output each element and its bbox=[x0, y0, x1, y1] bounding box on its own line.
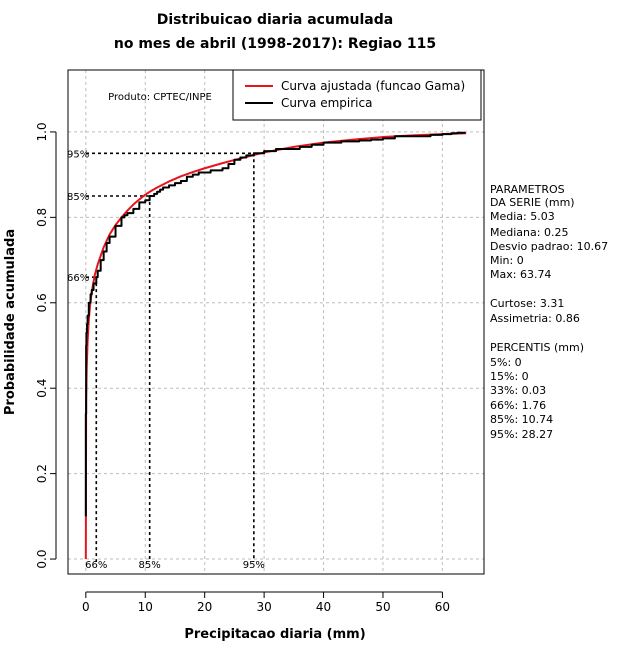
side-percentil-33: 33%: 0.03 bbox=[490, 384, 547, 397]
side-percentil-85: 85%: 10.74 bbox=[490, 413, 554, 426]
percentile-left-label-1: 85% bbox=[67, 192, 89, 203]
x-tick-label-2: 20 bbox=[197, 600, 212, 614]
percentile-left-label-2: 95% bbox=[67, 149, 89, 160]
x-axis-label: Precipitacao diaria (mm) bbox=[184, 627, 365, 642]
side-curtose: Curtose: 3.31 bbox=[490, 297, 565, 310]
x-tick-label-6: 60 bbox=[435, 600, 450, 614]
percentile-bottom-label-1: 85% bbox=[139, 560, 161, 571]
series-line-empirical bbox=[84, 131, 466, 517]
x-tick-label-4: 40 bbox=[316, 600, 331, 614]
x-tick-label-5: 50 bbox=[375, 600, 390, 614]
side-param-max: Max: 63.74 bbox=[490, 268, 552, 281]
x-tick-label-3: 30 bbox=[256, 600, 271, 614]
side-param-desvio: Desvio padrao: 10.67 bbox=[490, 240, 609, 253]
side-param-media: Media: 5.03 bbox=[490, 210, 555, 223]
side-assimetria: Assimetria: 0.86 bbox=[490, 312, 580, 325]
side-percentis-title: PERCENTIS (mm) bbox=[490, 341, 584, 354]
x-tick-label-0: 0 bbox=[82, 600, 90, 614]
percentile-bottom-label-0: 66% bbox=[85, 560, 107, 571]
legend-label-0: Curva ajustada (funcao Gama) bbox=[281, 79, 465, 93]
percentile-left-label-0: 66% bbox=[67, 273, 89, 284]
side-percentil-66: 66%: 1.76 bbox=[490, 399, 547, 412]
product-label: Produto: CPTEC/INPE bbox=[108, 92, 212, 103]
chart-title-line-1: Distribuicao diaria acumulada bbox=[156, 12, 394, 28]
y-tick-label-2: 0.4 bbox=[35, 379, 49, 398]
legend-label-1: Curva empirica bbox=[281, 96, 372, 110]
side-percentil-95: 95%: 28.27 bbox=[490, 428, 554, 441]
y-axis-label: Probabilidade acumulada bbox=[3, 229, 18, 415]
y-tick-label-1: 0.2 bbox=[35, 464, 49, 483]
side-params-title-1: PARAMETROS bbox=[490, 183, 565, 196]
legend-box bbox=[232, 69, 482, 121]
side-percentil-5: 5%: 0 bbox=[490, 356, 522, 369]
y-tick-label-5: 1.0 bbox=[35, 122, 49, 141]
side-param-mediana: Mediana: 0.25 bbox=[490, 226, 569, 239]
side-param-min: Min: 0 bbox=[490, 254, 524, 267]
y-tick-label-3: 0.6 bbox=[35, 293, 49, 312]
percentile-bottom-label-2: 95% bbox=[243, 560, 265, 571]
x-tick-label-1: 10 bbox=[138, 600, 153, 614]
series-line-fitted-gamma bbox=[84, 132, 467, 560]
side-params-title-2: DA SERIE (mm) bbox=[490, 196, 575, 209]
y-tick-label-0: 0.0 bbox=[35, 550, 49, 569]
chart-title-line-2: no mes de abril (1998-2017): Regiao 115 bbox=[113, 36, 437, 52]
y-tick-label-4: 0.8 bbox=[35, 208, 49, 227]
plot-frame bbox=[67, 69, 485, 575]
side-percentil-15: 15%: 0 bbox=[490, 370, 529, 383]
